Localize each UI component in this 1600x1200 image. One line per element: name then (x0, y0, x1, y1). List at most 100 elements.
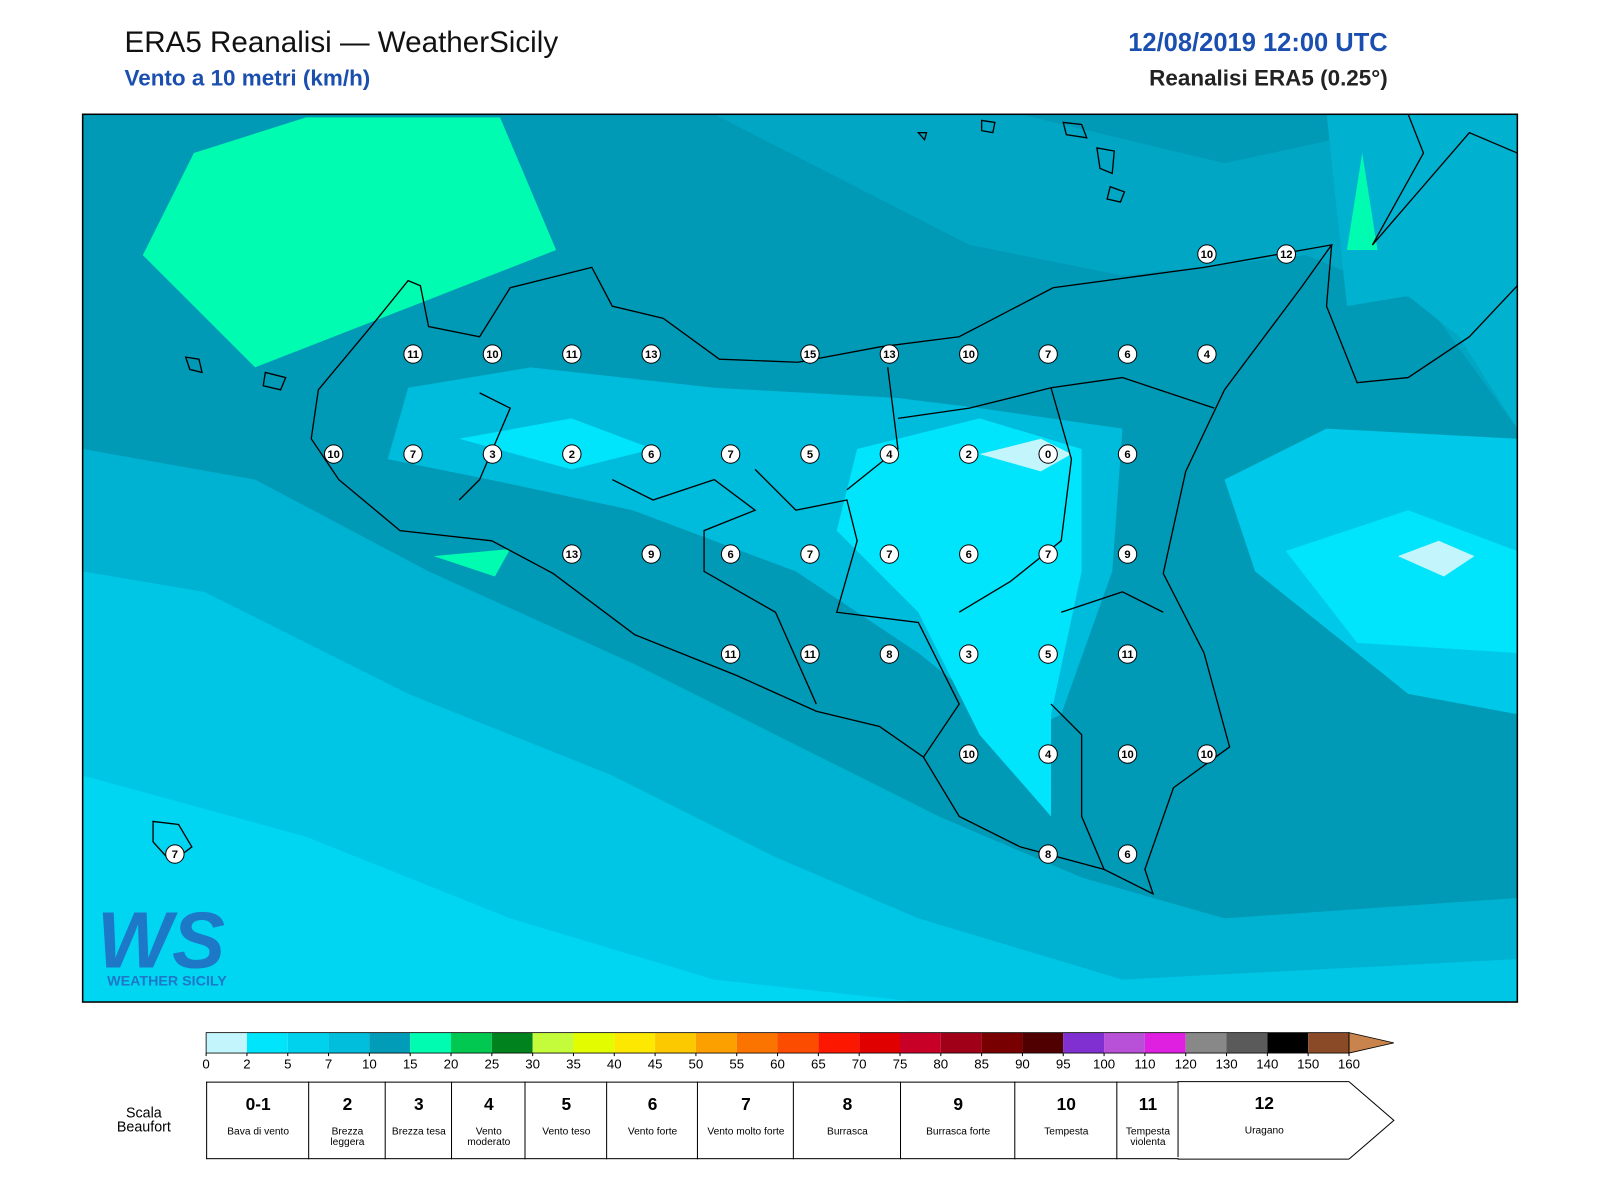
station-value: 7 (807, 549, 813, 561)
station-value: 6 (1124, 849, 1130, 861)
beaufort-name: Bava di vento (227, 1126, 290, 1138)
beaufort-name: Tempesta (1044, 1126, 1089, 1138)
date: 12/08/2019 12:00 UTC (1128, 28, 1388, 58)
station-marker (562, 544, 582, 564)
colorbar-box (1226, 1032, 1268, 1054)
station-value: 10 (963, 749, 975, 761)
station-marker (641, 544, 661, 564)
station-value: 2 (569, 449, 575, 461)
station-marker (1117, 544, 1138, 564)
map-frame (81, 113, 1519, 1003)
station-marker (1117, 444, 1138, 464)
station-value: 9 (1124, 549, 1130, 561)
station-marker (959, 744, 979, 764)
station-value: 7 (1045, 549, 1051, 561)
title: ERA5 Reanalisi — WeatherSicily (124, 26, 559, 60)
station-value: 4 (1045, 749, 1052, 761)
beaufort-name: Vento moderato (467, 1126, 511, 1148)
colorbar-box (777, 1032, 819, 1054)
colorbar-box (1104, 1032, 1145, 1054)
station-marker (800, 444, 820, 464)
station-value: 12 (1280, 249, 1292, 261)
colorbar-tick-label: 20 (444, 1056, 459, 1071)
station-marker (641, 444, 661, 464)
colorbar-box (1022, 1032, 1064, 1054)
station-marker (1276, 244, 1297, 264)
beaufort-force: 10 (1056, 1094, 1076, 1115)
station-value: 7 (410, 449, 416, 461)
station-marker (1038, 544, 1058, 564)
beaufort-level: 0-1 Bava di vento (206, 1081, 310, 1160)
beaufort-force: 7 (741, 1094, 751, 1115)
station-marker (562, 444, 582, 464)
station-value: 13 (566, 549, 578, 561)
station-value: 10 (963, 349, 975, 361)
beaufort-force: 12 (1254, 1093, 1274, 1114)
colorbar-box (614, 1032, 656, 1054)
logo-mark: WS (97, 895, 225, 984)
station-value: 7 (727, 449, 733, 461)
colorbar-tick-label: 10 (362, 1056, 377, 1071)
colorbar-box (1308, 1032, 1349, 1054)
station-marker (959, 544, 979, 564)
colorbar-box (410, 1032, 452, 1054)
coastline (152, 114, 1518, 896)
colorbar-box (532, 1032, 574, 1054)
station-marker (1197, 244, 1217, 264)
station-value: 11 (725, 649, 737, 661)
station-value: 10 (486, 349, 498, 361)
station-marker (1117, 344, 1138, 364)
station-marker (879, 344, 900, 364)
station-marker (1038, 444, 1058, 464)
station-marker (1038, 644, 1058, 664)
beaufort-level: 5 Vento teso (524, 1081, 608, 1160)
station-value: 6 (1124, 449, 1130, 461)
station-value: 5 (1045, 649, 1051, 661)
station-value: 6 (1124, 349, 1130, 361)
station-marker (1038, 744, 1058, 764)
colorbar-tick-label: 75 (893, 1056, 908, 1071)
station-value: 3 (966, 649, 972, 661)
station-value: 10 (1201, 249, 1213, 261)
colorbar-tick-label: 45 (648, 1056, 663, 1071)
station-marker (800, 344, 820, 364)
beaufort-name: Vento molto forte (707, 1126, 785, 1138)
colorbar-tick-label: 5 (284, 1056, 291, 1071)
beaufort-level: 4 Vento moderato (451, 1081, 526, 1160)
logo: WS WEATHER SICILY (97, 895, 227, 989)
beaufort-name: Burrasca (827, 1126, 868, 1138)
source: Reanalisi ERA5 (0.25°) (1149, 65, 1388, 91)
colorbar-tick-label: 150 (1297, 1056, 1319, 1071)
station-marker (959, 644, 979, 664)
station-marker (959, 444, 979, 464)
beaufort-level: 8 Burrasca (792, 1081, 902, 1160)
beaufort-force: 4 (483, 1094, 494, 1115)
beaufort-force: 5 (561, 1094, 572, 1115)
station-value: 13 (883, 349, 895, 361)
beaufort-name: Vento forte (627, 1126, 678, 1138)
colorbar-frame (205, 1032, 1350, 1054)
station-value: 0 (1045, 449, 1051, 461)
station-value: 8 (1045, 849, 1051, 861)
colorbar-tick-label: 85 (974, 1056, 989, 1071)
colorbar-tick-label: 60 (770, 1056, 785, 1071)
beaufort-force: 2 (342, 1094, 353, 1115)
station-value: 10 (327, 449, 339, 461)
station-marker (1197, 344, 1217, 364)
colorbar-tick-label: 2 (243, 1056, 250, 1071)
beaufort-level: 7 Vento molto forte (696, 1081, 794, 1160)
colorbar-box (369, 1032, 411, 1054)
beaufort-level: 11 Tempesta violenta (1116, 1081, 1179, 1160)
station-marker (800, 544, 820, 564)
station-marker (1038, 844, 1058, 864)
beaufort-level: 12 Uragano (1177, 1081, 1350, 1158)
colorbar-tick-label: 7 (325, 1056, 332, 1071)
colorbar-tick-label: 90 (1015, 1056, 1030, 1071)
station-value: 10 (1121, 749, 1133, 761)
station-value: 6 (966, 549, 972, 561)
colorbar-box (981, 1032, 1023, 1054)
stations: 10 12 11 10 11 13 15 13 10 7 6 4 10 7 3 2 6 7 5 4 2 0 6 13 9 6 7 7 6… (165, 244, 1297, 864)
colorbar-box (736, 1032, 778, 1054)
